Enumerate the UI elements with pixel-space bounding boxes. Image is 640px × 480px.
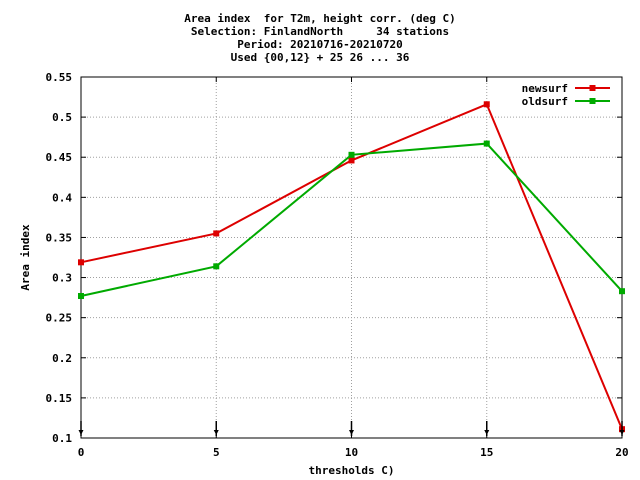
y-tick-label: 0.3 (52, 272, 72, 285)
grid (81, 77, 622, 438)
data-point-oldsurf (78, 293, 84, 300)
data-point-newsurf (78, 259, 84, 266)
chart-title-line-4: Used {00,12} + 25 26 ... 36 (230, 51, 410, 64)
threshold-arrow-head (484, 430, 490, 435)
x-axis-label: thresholds C) (308, 464, 394, 477)
threshold-arrow-head (349, 430, 354, 435)
y-tick-label: 0.2 (52, 352, 72, 365)
data-point-oldsurf (348, 151, 355, 158)
series (78, 101, 625, 433)
y-tick-label: 0.4 (52, 191, 72, 204)
data-point-oldsurf (483, 140, 490, 147)
x-tick-label: 20 (615, 446, 628, 459)
data-point-newsurf (348, 157, 355, 164)
threshold-arrow-head (213, 430, 219, 435)
chart-title-line-1: Area index for T2m, height corr. (deg C) (184, 12, 456, 25)
y-tick-label: 0.1 (52, 432, 72, 445)
y-tick-label: 0.25 (46, 312, 73, 325)
axis-ticks: 0.1 0.15 0.2 0.25 0.3 0.35 0.4 0.45 0.5 0.55 0 5 10 1… (46, 71, 629, 459)
legend-marker-newsurf (589, 85, 596, 91)
data-point-oldsurf (213, 263, 220, 270)
legend-label-newsurf: newsurf (522, 82, 568, 95)
data-point-newsurf (213, 230, 220, 237)
y-tick-label: 0.35 (46, 231, 73, 244)
x-tick-label: 0 (78, 446, 85, 459)
chart-title-line-2: Selection: FinlandNorth 34 stations (190, 25, 450, 38)
x-tick-label: 15 (480, 446, 493, 459)
x-tick-label: 5 (213, 446, 220, 459)
legend-marker-oldsurf (589, 98, 596, 104)
y-tick-label: 0.55 (46, 71, 73, 84)
chart-title-line-3: Period: 20210716-20210720 (237, 38, 403, 51)
y-axis-label: Area index (19, 224, 32, 291)
data-point-oldsurf (619, 288, 625, 295)
series-line-oldsurf (80, 142, 623, 297)
threshold-markers (78, 421, 625, 436)
y-tick-label: 0.15 (46, 392, 73, 405)
threshold-arrow-head (78, 430, 84, 435)
legend-label-oldsurf: oldsurf (522, 95, 568, 108)
x-tick-label: 10 (345, 446, 358, 459)
y-tick-label: 0.45 (46, 151, 73, 164)
data-point-newsurf (483, 101, 490, 108)
threshold-arrow-head (619, 430, 625, 435)
y-tick-label: 0.5 (52, 111, 72, 124)
